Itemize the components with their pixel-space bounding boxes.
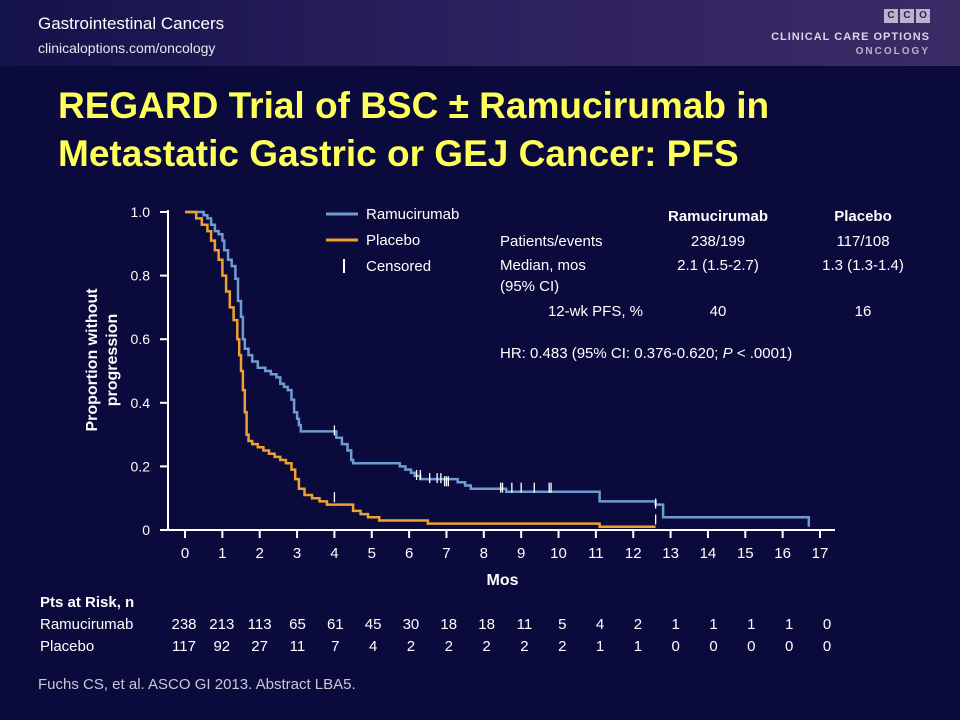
x-tick-label: 5 — [368, 545, 376, 562]
x-tick-label: 10 — [550, 545, 567, 562]
y-tick-label: 0.8 — [131, 268, 151, 284]
risk-value: 113 — [248, 616, 272, 633]
risk-value: 1 — [747, 616, 755, 633]
x-tick-label: 14 — [700, 545, 717, 562]
header-title: Gastrointestinal Cancers — [38, 14, 225, 33]
risk-value: 0 — [709, 638, 717, 655]
logo-text: CLINICAL CARE OPTIONS — [771, 31, 930, 43]
header-url: clinicaloptions.com/oncology — [38, 40, 216, 56]
risk-value: 4 — [369, 638, 377, 655]
risk-value: 11 — [290, 638, 306, 655]
risk-value: 11 — [517, 616, 533, 633]
logo-subtext: ONCOLOGY — [855, 46, 930, 57]
x-tick-label: 6 — [405, 545, 413, 562]
risk-value: 45 — [365, 616, 382, 633]
stats-row-label: (95% CI) — [500, 278, 559, 295]
risk-value: 2 — [558, 638, 566, 655]
stats-value: 117/108 — [836, 233, 889, 250]
x-tick-label: 13 — [662, 545, 679, 562]
risk-table-title: Pts at Risk, n — [40, 594, 134, 611]
x-tick-label: 1 — [218, 545, 226, 562]
risk-value: 18 — [440, 616, 457, 633]
risk-value: 30 — [403, 616, 420, 633]
risk-value: 0 — [747, 638, 755, 655]
y-tick-label: 0.6 — [131, 331, 151, 347]
risk-value: 2 — [482, 638, 490, 655]
cco-logo: C C O — [884, 9, 930, 23]
risk-value: 27 — [251, 638, 268, 655]
curve-ramucirumab — [185, 210, 811, 527]
risk-value: 65 — [289, 616, 306, 633]
risk-value: 0 — [823, 616, 831, 633]
x-tick-label: 4 — [330, 545, 338, 562]
legend-label: Placebo — [366, 232, 420, 249]
risk-value: 1 — [634, 638, 642, 655]
risk-value: 117 — [172, 638, 196, 655]
risk-value: 238 — [171, 616, 196, 633]
stats-row-label: Patients/events — [500, 233, 603, 250]
x-tick-label: 2 — [256, 545, 264, 562]
logo-letter: C — [900, 9, 914, 23]
stats-value: 40 — [710, 303, 727, 320]
stats-value: 1.3 (1.3-1.4) — [822, 257, 904, 274]
stats-value: 238/199 — [691, 233, 745, 250]
risk-value: 5 — [558, 616, 566, 633]
risk-value: 18 — [478, 616, 495, 633]
y-tick-label: 1.0 — [131, 204, 151, 220]
y-axis-title: Proportion without progression — [84, 288, 121, 432]
risk-row-label: Ramucirumab — [40, 616, 133, 633]
stats-col-header: Placebo — [834, 208, 892, 225]
x-tick-label: 12 — [625, 545, 642, 562]
risk-value: 92 — [213, 638, 230, 655]
x-tick-label: 11 — [588, 545, 604, 562]
x-tick-label: 16 — [774, 545, 791, 562]
x-tick-label: 17 — [812, 545, 829, 562]
logo-letter: O — [916, 9, 930, 23]
risk-value: 2 — [634, 616, 642, 633]
slide-title: REGARD Trial of BSC ± Ramucirumab in Met… — [58, 85, 770, 174]
risk-value: 4 — [596, 616, 604, 633]
stats-col-header: Ramucirumab — [668, 208, 768, 225]
curve-placebo — [185, 210, 656, 529]
risk-value: 0 — [785, 638, 793, 655]
x-tick-label: 0 — [181, 545, 189, 562]
footnote: Fuchs CS, et al. ASCO GI 2013. Abstract … — [38, 676, 356, 693]
logo-letter: C — [884, 9, 898, 23]
x-tick-label: 9 — [517, 545, 525, 562]
legend-label: Censored — [366, 258, 431, 275]
x-axis-title: Mos — [487, 572, 519, 589]
risk-value: 7 — [331, 638, 339, 655]
x-tick-label: 15 — [737, 545, 754, 562]
risk-value: 1 — [785, 616, 793, 633]
risk-value: 2 — [407, 638, 415, 655]
stats-value: 16 — [855, 303, 872, 320]
risk-value: 2 — [445, 638, 453, 655]
risk-value: 1 — [672, 616, 680, 633]
risk-value: 2 — [520, 638, 528, 655]
risk-row-label: Placebo — [40, 638, 94, 655]
stats-row-label: 12-wk PFS, % — [548, 303, 643, 320]
risk-value: 61 — [327, 616, 344, 633]
header-bar: Gastrointestinal Cancers clinicaloptions… — [0, 0, 960, 66]
y-tick-label: 0.2 — [131, 458, 151, 474]
stats-value: 2.1 (1.5-2.7) — [677, 257, 759, 274]
y-tick-label: 0.4 — [131, 395, 151, 411]
risk-value: 0 — [823, 638, 831, 655]
stats-row-label: Median, mos — [500, 257, 586, 274]
x-tick-label: 3 — [293, 545, 301, 562]
x-tick-label: 8 — [480, 545, 488, 562]
risk-value: 1 — [709, 616, 717, 633]
risk-value: 1 — [596, 638, 604, 655]
risk-value: 213 — [209, 616, 234, 633]
x-tick-label: 7 — [442, 545, 450, 562]
hazard-ratio: HR: 0.483 (95% CI: 0.376-0.620; P < .000… — [500, 345, 792, 362]
y-tick-label: 0 — [142, 522, 150, 538]
risk-value: 0 — [672, 638, 680, 655]
legend-label: Ramucirumab — [366, 206, 459, 223]
